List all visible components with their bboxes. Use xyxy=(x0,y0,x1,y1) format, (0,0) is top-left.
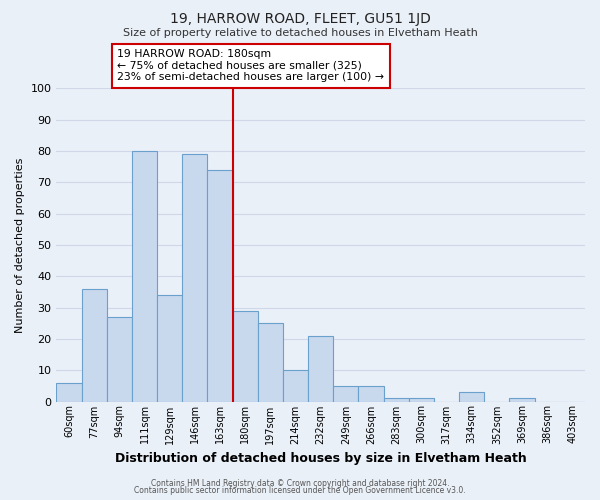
Bar xyxy=(308,336,333,402)
Text: Contains HM Land Registry data © Crown copyright and database right 2024.: Contains HM Land Registry data © Crown c… xyxy=(151,478,449,488)
Bar xyxy=(208,170,233,402)
Bar xyxy=(182,154,208,402)
Bar xyxy=(509,398,535,402)
Bar xyxy=(283,370,308,402)
Bar xyxy=(258,323,283,402)
Bar xyxy=(107,317,132,402)
Bar xyxy=(233,310,258,402)
Bar xyxy=(383,398,409,402)
Bar xyxy=(157,295,182,402)
Bar xyxy=(409,398,434,402)
Text: Size of property relative to detached houses in Elvetham Heath: Size of property relative to detached ho… xyxy=(122,28,478,38)
X-axis label: Distribution of detached houses by size in Elvetham Heath: Distribution of detached houses by size … xyxy=(115,452,527,465)
Bar xyxy=(459,392,484,402)
Bar xyxy=(56,382,82,402)
Y-axis label: Number of detached properties: Number of detached properties xyxy=(15,158,25,332)
Bar xyxy=(333,386,358,402)
Bar xyxy=(358,386,383,402)
Text: 19 HARROW ROAD: 180sqm
← 75% of detached houses are smaller (325)
23% of semi-de: 19 HARROW ROAD: 180sqm ← 75% of detached… xyxy=(117,49,384,82)
Bar xyxy=(132,151,157,402)
Text: 19, HARROW ROAD, FLEET, GU51 1JD: 19, HARROW ROAD, FLEET, GU51 1JD xyxy=(170,12,430,26)
Bar xyxy=(82,289,107,402)
Text: Contains public sector information licensed under the Open Government Licence v3: Contains public sector information licen… xyxy=(134,486,466,495)
